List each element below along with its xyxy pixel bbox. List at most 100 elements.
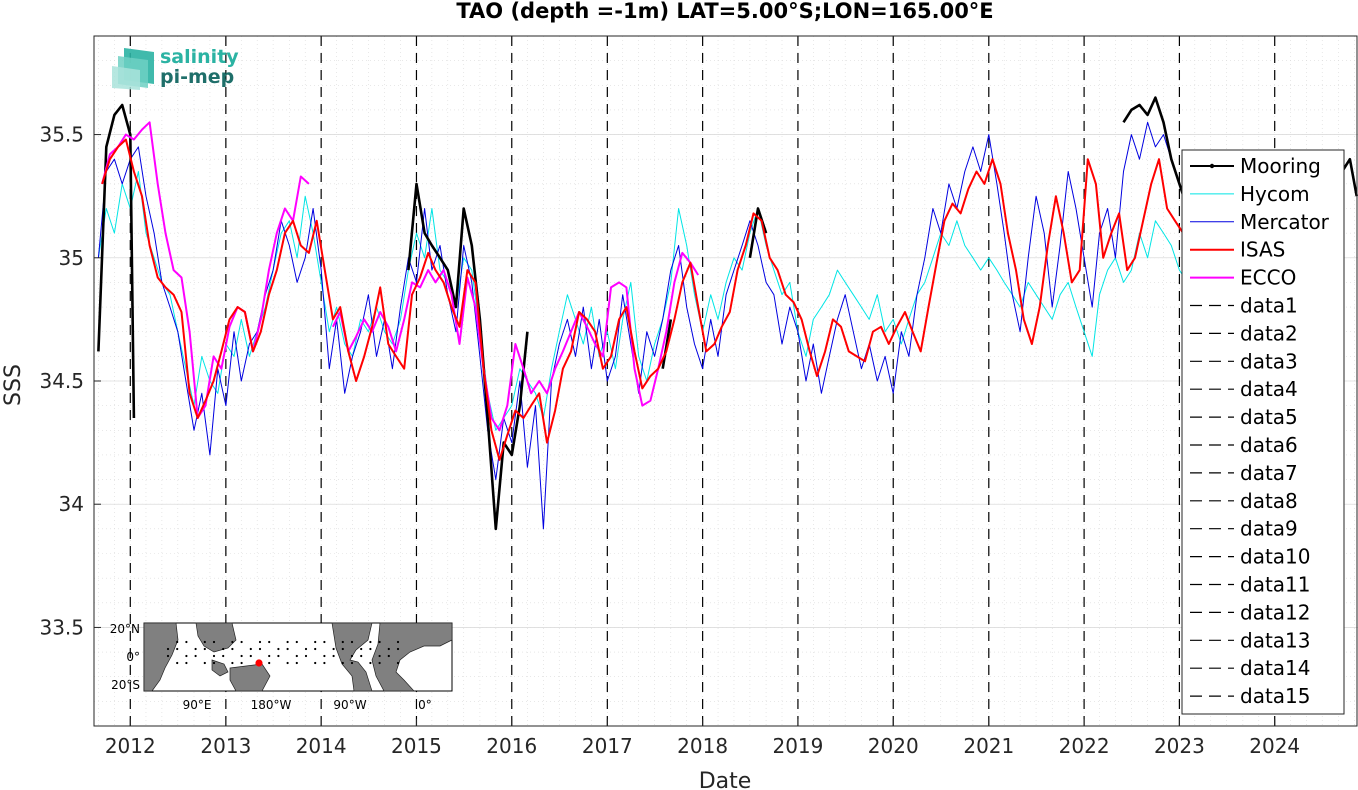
inset-lat-label: 20°S (111, 678, 140, 692)
series-layer (97, 96, 1358, 531)
inset-buoy-dot (240, 654, 243, 658)
legend-label-mooring: Mooring (1240, 154, 1321, 178)
x-tick-label: 2018 (677, 734, 728, 758)
inset-buoy-dot (166, 654, 170, 658)
inset-buoy-dot (166, 647, 170, 651)
x-tick-label: 2020 (868, 734, 919, 758)
x-tick-label: 2024 (1249, 734, 1300, 758)
inset-buoy-dot (185, 661, 188, 665)
legend-box (1181, 149, 1345, 715)
inset-buoy-dot (185, 640, 188, 644)
inset-land-shape (331, 622, 373, 692)
inset-buoy-dot (360, 647, 363, 651)
x-axis-ticks: 2012 2013 2014 2015 2016 2017 2018 2019 2020 2021… (105, 719, 1300, 758)
inset-buoy-dot (231, 661, 234, 665)
legend-label-isas: ISAS (1240, 238, 1285, 262)
inset-buoy-dot (203, 640, 206, 644)
legend-label-data6: data6 (1240, 433, 1298, 457)
inset-buoy-dot (350, 654, 354, 658)
inset-lon-label: 180°W (251, 698, 292, 712)
series-line-hycom (97, 171, 1188, 431)
inset-buoy-dot (369, 640, 372, 644)
x-tick-label: 2014 (296, 734, 347, 758)
inset-buoy-dot (369, 647, 372, 651)
inset-buoy-dot (323, 661, 326, 665)
inset-buoy-dot (332, 647, 335, 651)
y-tick-label: 35.5 (39, 123, 84, 147)
inset-buoy-dot (396, 661, 400, 665)
inset-buoy-dot (176, 640, 179, 644)
inset-buoy-dot (268, 654, 271, 658)
inset-map: 20°N 0° 20°S 90°E 180°W 90°W 0° (110, 622, 453, 712)
inset-buoy-dot (212, 640, 216, 644)
x-tick-label: 2012 (105, 734, 156, 758)
x-tick-label: 2015 (391, 734, 442, 758)
inset-buoy-dot (286, 661, 289, 665)
x-tick-label: 2016 (486, 734, 537, 758)
y-tick-label: 35 (59, 246, 84, 270)
inset-buoy-dot (222, 654, 225, 658)
legend-label-data7: data7 (1240, 461, 1298, 485)
legend-label-data14: data14 (1240, 656, 1311, 680)
inset-land-shape (211, 659, 229, 677)
legend-label-data4: data4 (1240, 377, 1298, 401)
legend-label-data2: data2 (1240, 321, 1298, 345)
series-line-mercator (97, 121, 1188, 530)
inset-buoy-dot (176, 647, 179, 651)
inset-buoy-dot (387, 654, 390, 658)
legend-label-data10: data10 (1240, 545, 1311, 569)
inset-land-shape (195, 622, 237, 653)
x-axis-label: Date (699, 769, 752, 790)
inset-buoy-dot (268, 640, 271, 644)
inset-lat-label: 20°N (110, 622, 140, 636)
inset-buoy-dot (378, 640, 381, 644)
inset-land-shape (371, 622, 453, 692)
inset-buoy-dot (222, 647, 225, 651)
inset-buoy-dot (314, 661, 317, 665)
inset-buoy-dot (240, 640, 243, 644)
series-line-mooring (97, 96, 1358, 531)
legend-label-hycom: Hycom (1240, 182, 1310, 206)
inset-buoy-dot (249, 654, 252, 658)
inset-buoy-dot (194, 647, 197, 651)
inset-buoy-dot (304, 654, 308, 658)
inset-buoy-dot (314, 640, 317, 644)
inset-buoy-dot (350, 661, 354, 665)
inset-buoy-dot (258, 647, 262, 651)
inset-land-shape (229, 663, 271, 692)
inset-buoy-dot (314, 647, 317, 651)
legend-label-data1: data1 (1240, 294, 1298, 318)
inset-buoy-dot (396, 647, 400, 651)
x-tick-label: 2019 (772, 734, 823, 758)
inset-buoy-dot (176, 661, 179, 665)
inset-buoy-dot (240, 661, 243, 665)
inset-buoy-dot (360, 654, 363, 658)
x-tick-label: 2021 (963, 734, 1014, 758)
series-line-ecco (101, 121, 700, 432)
legend-label-data11: data11 (1240, 573, 1311, 597)
inset-buoy-dot (249, 647, 252, 651)
inset-buoy-dot (258, 640, 262, 644)
inset-land-shape (143, 622, 179, 692)
legend-label-mercator: Mercator (1240, 210, 1330, 234)
legend-label-data13: data13 (1240, 628, 1311, 652)
y-tick-label: 34.5 (39, 369, 84, 393)
legend-label-data9: data9 (1240, 517, 1298, 541)
inset-buoy-dot (341, 661, 344, 665)
inset-lon-label: 0° (418, 698, 432, 712)
inset-buoy-dot (369, 661, 372, 665)
inset-buoy-dot (212, 661, 216, 665)
y-axis-label: SSS (1, 364, 26, 406)
inset-buoy-dot (323, 654, 326, 658)
inset-buoy-dot (295, 654, 298, 658)
inset-buoy-dot (268, 661, 271, 665)
inset-buoy-dot (194, 654, 197, 658)
legend: Mooring Hycom Mercator ISAS ECCO data1 data2 da… (1181, 149, 1345, 715)
inset-buoy-dot (387, 647, 390, 651)
chart-title: TAO (depth =-1m) LAT=5.00°S;LON=165.00°E (456, 0, 993, 23)
inset-buoy-dot (378, 661, 381, 665)
legend-label-data8: data8 (1240, 489, 1298, 513)
inset-lon-label: 90°E (183, 698, 212, 712)
inset-buoy-dot (378, 654, 381, 658)
inset-buoy-dot (185, 654, 188, 658)
